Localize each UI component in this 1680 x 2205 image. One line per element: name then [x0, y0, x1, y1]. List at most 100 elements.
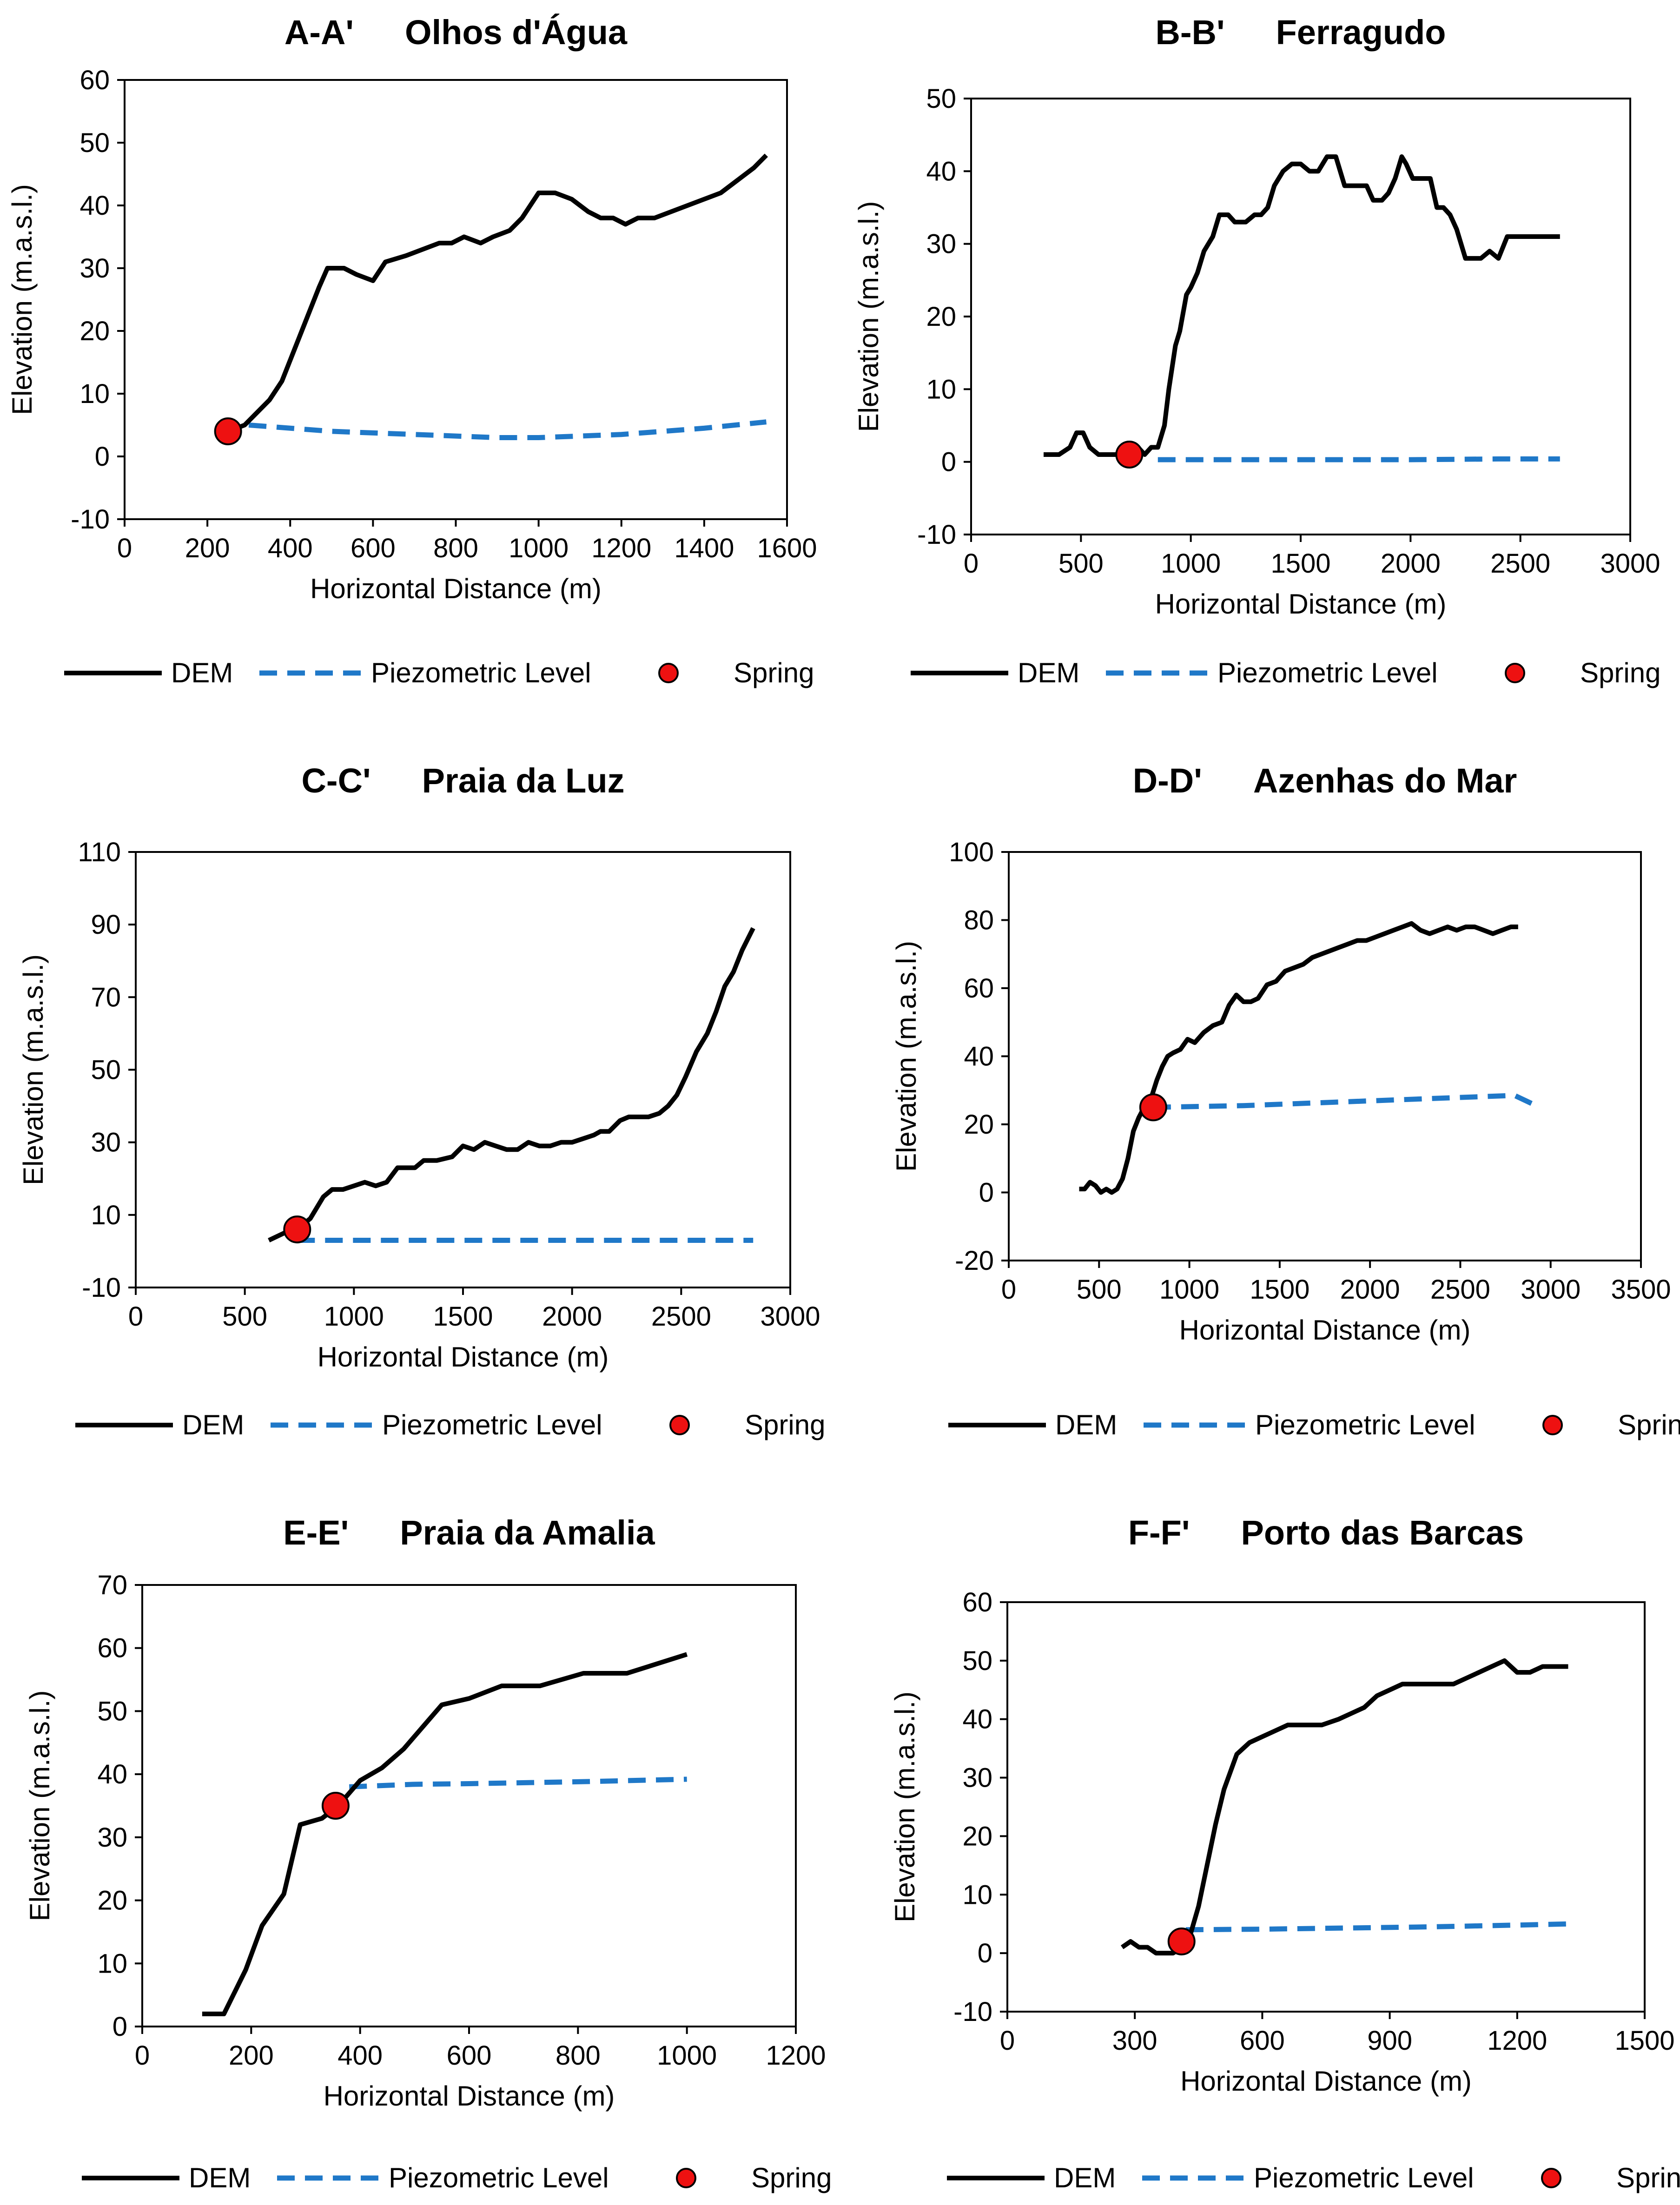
legend-dem-label: DEM	[182, 1409, 244, 1440]
spring-marker	[214, 417, 242, 445]
y-tick-label: 100	[949, 837, 994, 867]
legend: DEM Piezometric Level Spring	[64, 657, 814, 688]
site-name: Porto das Barcas	[1241, 1513, 1524, 1552]
y-tick-label: 90	[91, 910, 121, 940]
legend-piezometric-label: Piezometric Level	[371, 657, 591, 688]
y-tick-label: 20	[97, 1886, 127, 1916]
legend-dem-label: DEM	[1018, 657, 1079, 688]
spring-marker	[1167, 1927, 1196, 1955]
x-tick-label: 400	[268, 533, 313, 563]
y-tick-label: 10	[97, 1948, 127, 1979]
chart-title-B: B-B' Ferragudo	[1155, 13, 1446, 52]
y-axis-label: Elevation (m.a.s.l.)	[24, 1690, 55, 1921]
chart-title-F: F-F' Porto das Barcas	[1128, 1513, 1524, 1552]
x-tick-label: 3000	[760, 1301, 820, 1332]
x-tick-label: 2500	[651, 1301, 711, 1332]
y-tick-label: -20	[955, 1246, 994, 1276]
legend: DEM Piezometric Level Spring	[82, 2162, 832, 2193]
legend-piezometric-label: Piezometric Level	[389, 2162, 609, 2193]
x-tick-label: 1000	[1159, 1274, 1219, 1305]
y-tick-label: 50	[97, 1696, 127, 1726]
y-tick-label: 70	[91, 982, 121, 1012]
legend-piezometric-label: Piezometric Level	[1254, 2162, 1474, 2193]
chart-title-C: C-C' Praia da Luz	[301, 761, 624, 800]
legend-spring-swatch	[669, 1415, 690, 1435]
legend-spring-label: Spring	[1618, 1409, 1680, 1440]
site-name: Praia da Amalia	[400, 1513, 655, 1552]
spring-marker	[321, 1792, 350, 1820]
x-axis-label: Horizontal Distance (m)	[1179, 1314, 1471, 1346]
section-label: F-F'	[1128, 1513, 1190, 1552]
x-tick-label: 1500	[1614, 2026, 1674, 2056]
x-tick-label: 1400	[674, 533, 734, 563]
legend-spring-swatch	[676, 2168, 696, 2188]
y-tick-label: 30	[962, 1763, 992, 1793]
site-name: Ferragudo	[1276, 13, 1446, 52]
x-tick-label: 2000	[542, 1301, 602, 1332]
x-axis-label: Horizontal Distance (m)	[324, 2080, 615, 2112]
section-label: A-A'	[284, 13, 354, 52]
legend-piezometric-label: Piezometric Level	[1217, 657, 1438, 688]
legend-spring-label: Spring	[751, 2162, 832, 2193]
site-name: Olhos d'Água	[405, 13, 628, 52]
legend: DEM Piezometric Level Spring	[75, 1409, 825, 1440]
x-tick-label: 800	[433, 533, 478, 563]
y-tick-label: 50	[962, 1646, 992, 1676]
chart-panel-E: E-E' Praia da Amalia 0 10 20 30 40 50 60 70 0 200 40…	[24, 1513, 832, 2193]
section-label: B-B'	[1155, 13, 1224, 52]
y-tick-label: 40	[79, 191, 110, 221]
chart-title-D: D-D' Azenhas do Mar	[1133, 761, 1517, 800]
x-tick-label: 0	[135, 2040, 150, 2071]
y-tick-label: 110	[78, 837, 121, 867]
x-axis-label: Horizontal Distance (m)	[317, 1341, 609, 1373]
x-tick-label: 400	[337, 2040, 383, 2071]
y-tick-label: 0	[112, 2012, 127, 2042]
y-tick-label: 0	[941, 447, 956, 477]
dem-line	[227, 153, 768, 434]
x-tick-label: 1500	[1270, 548, 1330, 579]
section-label: E-E'	[283, 1513, 349, 1552]
x-tick-label: 600	[1240, 2026, 1285, 2056]
y-tick-label: 60	[79, 65, 110, 95]
x-tick-label: 0	[128, 1301, 143, 1332]
y-tick-label: 80	[964, 905, 994, 936]
y-tick-label: 20	[962, 1821, 992, 1851]
legend-dem-label: DEM	[1055, 1409, 1117, 1440]
legend-piezometric-label: Piezometric Level	[382, 1409, 602, 1440]
x-tick-label: 0	[117, 533, 132, 563]
x-tick-label: 2000	[1381, 548, 1441, 579]
x-tick-label: 1200	[1487, 2026, 1547, 2056]
y-tick-label: 10	[79, 379, 110, 409]
y-tick-label: 40	[97, 1759, 127, 1789]
chart-panel-C: C-C' Praia da Luz -10 10 30 50 70 90 110 0 500 1000…	[18, 761, 825, 1440]
x-tick-label: 300	[1112, 2026, 1157, 2056]
y-tick-label: 20	[964, 1109, 994, 1140]
legend-spring-label: Spring	[1616, 2162, 1680, 2193]
dem-line	[1079, 921, 1518, 1195]
x-tick-label: 1500	[1250, 1274, 1310, 1305]
y-tick-label: 0	[979, 1178, 994, 1208]
x-tick-label: 500	[1077, 1274, 1122, 1305]
dem-line	[268, 927, 755, 1243]
chart-title-E: E-E' Praia da Amalia	[283, 1513, 655, 1552]
plot-frame	[1008, 851, 1642, 1261]
y-tick-label: -10	[71, 504, 110, 535]
y-tick-label: 30	[91, 1128, 121, 1158]
piezometric-level-line	[1185, 1921, 1568, 1933]
x-tick-label: 1200	[766, 2040, 826, 2071]
section-label: D-D'	[1133, 761, 1202, 800]
legend-spring-swatch	[1505, 663, 1525, 683]
y-tick-label: 10	[91, 1200, 121, 1230]
x-tick-label: 2000	[1340, 1274, 1400, 1305]
piezometric-level-line	[1153, 1093, 1534, 1110]
x-tick-label: 1000	[657, 2040, 717, 2071]
spring-marker	[283, 1215, 311, 1244]
y-tick-label: 20	[79, 316, 110, 346]
legend-spring-label: Spring	[1580, 657, 1660, 688]
plot-frame	[124, 79, 788, 520]
y-axis-label: Elevation (m.a.s.l.)	[18, 954, 49, 1185]
